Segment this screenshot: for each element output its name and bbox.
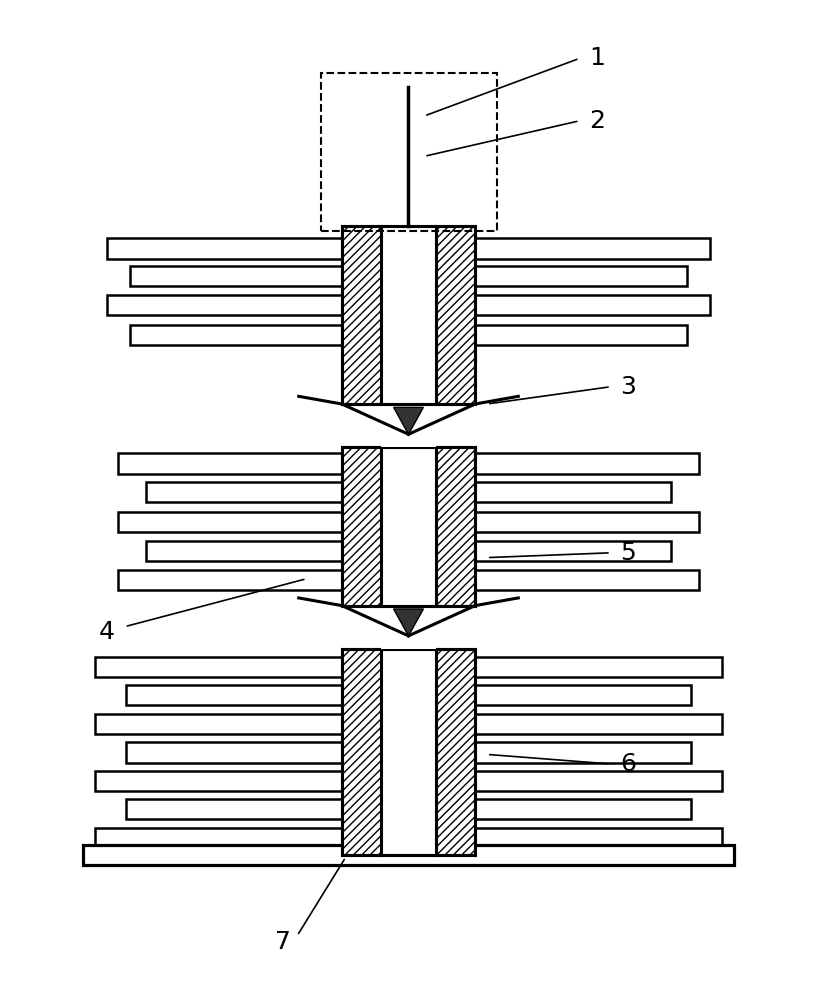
- Text: 5: 5: [620, 541, 636, 565]
- Bar: [342, 226, 381, 404]
- Bar: [475, 482, 672, 502]
- Text: 1: 1: [589, 46, 605, 70]
- Bar: [145, 541, 342, 561]
- Bar: [475, 799, 691, 819]
- Bar: [83, 845, 734, 865]
- Bar: [118, 453, 342, 474]
- Bar: [95, 714, 342, 734]
- Bar: [118, 570, 342, 590]
- Bar: [475, 570, 699, 590]
- Bar: [95, 657, 342, 677]
- Bar: [95, 771, 342, 791]
- Bar: [381, 226, 436, 404]
- Bar: [381, 609, 436, 649]
- Bar: [130, 325, 342, 345]
- Bar: [342, 447, 475, 606]
- Bar: [130, 266, 342, 286]
- Bar: [436, 226, 475, 404]
- Bar: [475, 685, 691, 705]
- Polygon shape: [394, 407, 423, 434]
- Bar: [342, 649, 381, 855]
- Bar: [475, 238, 711, 259]
- Bar: [436, 649, 475, 855]
- Bar: [475, 325, 687, 345]
- Bar: [475, 295, 711, 315]
- Bar: [342, 649, 475, 855]
- Bar: [106, 238, 342, 259]
- Bar: [95, 828, 342, 848]
- Polygon shape: [394, 609, 423, 636]
- Bar: [475, 742, 691, 763]
- Bar: [475, 657, 722, 677]
- Bar: [475, 771, 722, 791]
- Bar: [126, 742, 342, 763]
- Bar: [126, 799, 342, 819]
- Text: 7: 7: [275, 930, 291, 954]
- Bar: [475, 541, 672, 561]
- Bar: [475, 512, 699, 532]
- Text: 6: 6: [620, 752, 636, 776]
- Bar: [436, 447, 475, 606]
- Bar: [475, 266, 687, 286]
- Bar: [145, 482, 342, 502]
- Bar: [342, 447, 381, 606]
- Bar: [320, 73, 497, 231]
- Text: 4: 4: [99, 620, 114, 644]
- Bar: [118, 512, 342, 532]
- Bar: [126, 685, 342, 705]
- Bar: [106, 295, 342, 315]
- Bar: [381, 447, 436, 606]
- Text: 3: 3: [620, 375, 636, 399]
- Bar: [381, 649, 436, 855]
- Text: 2: 2: [589, 109, 605, 133]
- Bar: [475, 714, 722, 734]
- Bar: [475, 453, 699, 474]
- Bar: [381, 407, 436, 447]
- Bar: [475, 828, 722, 848]
- Bar: [342, 226, 475, 404]
